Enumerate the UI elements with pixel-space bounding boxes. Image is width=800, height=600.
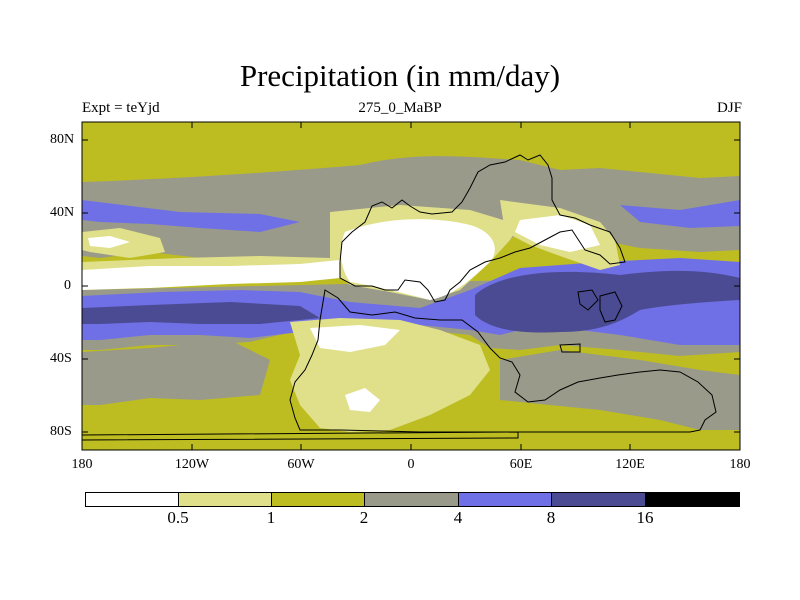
lon-label-0: 0: [407, 457, 415, 472]
colorbar-label-0: 0.5: [167, 508, 189, 527]
lon-label-180w: 180: [71, 457, 93, 472]
contour-band-white-north-pacific: [88, 236, 130, 248]
lon-ticks: [191, 122, 631, 450]
lat-label-40n: 40N: [50, 205, 75, 220]
time-label: 275_0_MaBP: [358, 100, 442, 116]
coastline-island-east-3: [559, 343, 581, 353]
colorbar-box-6: [645, 492, 740, 507]
colorbar-box-1: [178, 492, 272, 507]
coastline-antarctic-shelf: [81, 431, 519, 441]
colorbar-label-3: 4: [453, 508, 463, 527]
contour-band-white-tropics: [82, 260, 340, 290]
colorbar-label-1: 1: [266, 508, 276, 527]
contour-band-grey-south-indian: [500, 350, 740, 430]
lon-label-120w: 120W: [174, 457, 210, 472]
lat-ticks: [82, 139, 740, 433]
lat-label-80s: 80S: [50, 424, 72, 439]
coastline-island-east: [577, 289, 599, 311]
colorbar-box-5: [551, 492, 646, 507]
contour-band-white-south-2: [345, 388, 380, 412]
lon-label-180e: 180: [729, 457, 751, 472]
contour-band-darkblue-south-pacific: [82, 302, 320, 324]
coastline-supercontinent-north: [339, 154, 626, 303]
coastline-island-east-2: [599, 291, 623, 323]
lon-label-120e: 120E: [615, 457, 645, 472]
contour-band-blue-north-pacific: [82, 200, 300, 232]
colorbar-label-5: 16: [636, 508, 654, 527]
lat-label-equator: 0: [64, 278, 71, 293]
contour-band-darkblue-warm-pool: [475, 270, 740, 333]
colorbar-label-2: 2: [359, 508, 369, 527]
experiment-label: Expt = teYjd: [82, 100, 160, 116]
lon-label-60w: 60W: [287, 457, 315, 472]
colorbar-box-3: [364, 492, 459, 507]
colorbar-box-0: [85, 492, 179, 507]
coastlines: [81, 154, 717, 441]
colorbar-box-2: [271, 492, 365, 507]
map-title: Precipitation (in mm/day): [239, 58, 561, 93]
contour-band-blue-north-atlantic: [620, 200, 740, 228]
colorbar-box-4: [458, 492, 552, 507]
lat-label-80n: 80N: [50, 132, 75, 147]
lon-label-60e: 60E: [509, 457, 533, 472]
contour-band-grey-south: [82, 340, 270, 405]
colorbar-label-4: 8: [546, 508, 556, 527]
season-label: DJF: [716, 100, 742, 116]
lat-label-40s: 40S: [50, 351, 72, 366]
contour-band-white-south: [310, 325, 400, 352]
coastline-supercontinent-south: [289, 289, 717, 433]
contour-band-white-desert: [340, 219, 495, 300]
